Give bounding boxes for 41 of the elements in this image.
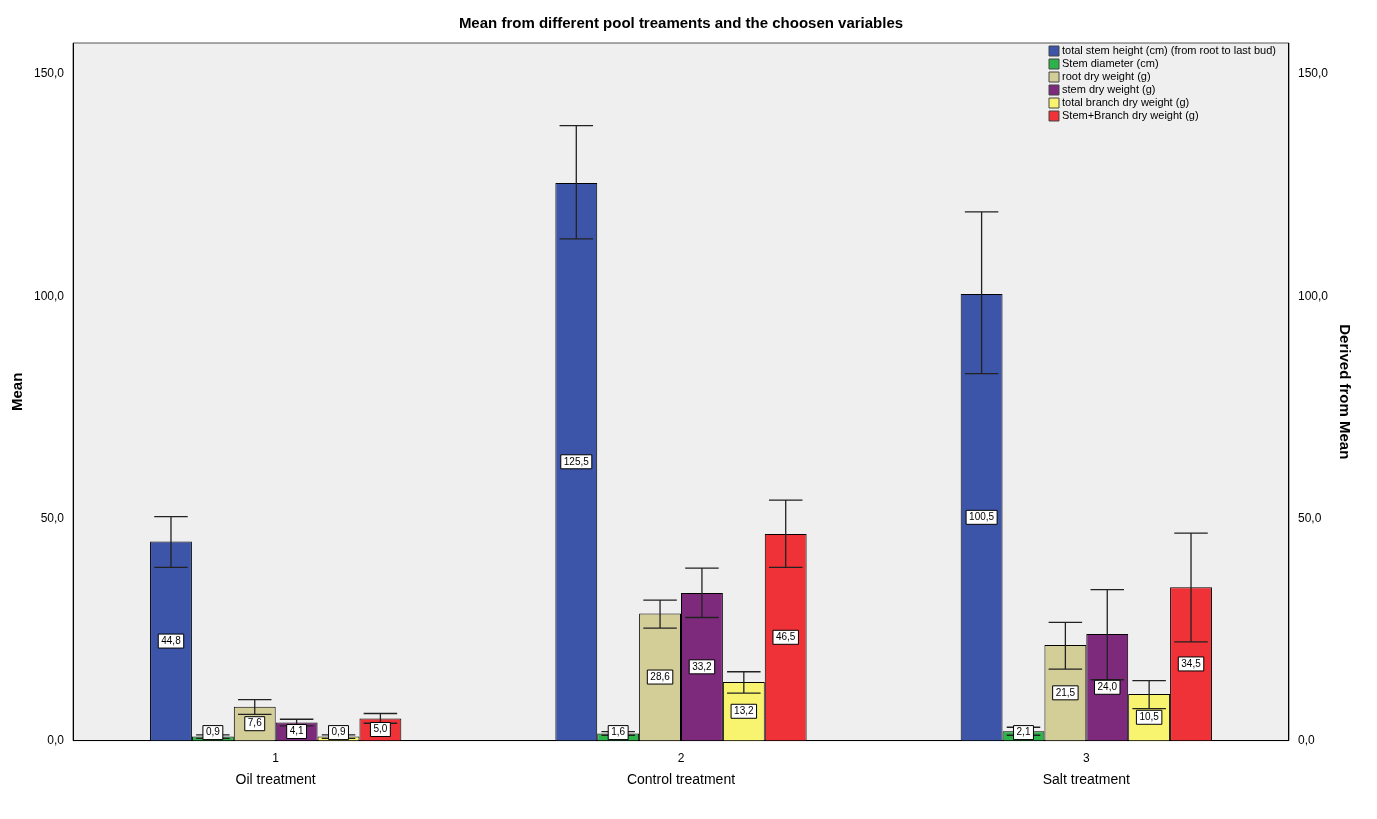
data-label: 28,6 (650, 670, 671, 682)
legend-label: stem dry weight (g) (1062, 83, 1156, 96)
chart-title: Mean from different pool treaments and the choosen variables (458, 14, 904, 32)
data-label: 2,1 (1016, 726, 1031, 738)
data-label: 10,5 (1139, 711, 1160, 723)
data-label: 100,5 (969, 511, 995, 523)
data-label: 13,2 (734, 705, 754, 717)
data-label: 4,1 (289, 725, 305, 737)
data-label: 24,0 (1097, 681, 1118, 693)
y-tick-label: 0,0 (47, 732, 65, 747)
data-label: 0,9 (205, 726, 221, 738)
y2-tick-label: 150,0 (1297, 66, 1329, 81)
data-label: 7,6 (247, 717, 263, 729)
x-tick-label: 2 (677, 751, 685, 766)
data-label: 1,6 (611, 726, 626, 738)
x-tick-label: 3 (1082, 751, 1090, 766)
y2-axis-title: Derived from Mean (1336, 324, 1354, 460)
data-label: 5,0 (373, 723, 388, 735)
y2-tick-label: 0,0 (1297, 732, 1315, 747)
legend-label: Stem+Branch dry weight (g) (1062, 109, 1199, 122)
data-label: 46,5 (775, 631, 796, 643)
text: Oil treatment (235, 771, 316, 788)
y-axis-title: Mean (8, 372, 26, 411)
y2-tick-label: 100,0 (1297, 288, 1329, 303)
legend-label: root dry weight (g) (1062, 70, 1151, 83)
x-tick-label: 1 (272, 751, 280, 766)
legend-label: total branch dry weight (g) (1062, 96, 1190, 109)
text: Salt treatment (1042, 771, 1130, 788)
data-label: 33,2 (692, 660, 713, 672)
data-label: 0,9 (331, 726, 346, 738)
data-label: 21,5 (1055, 686, 1076, 698)
data-label: 34,5 (1181, 657, 1202, 669)
data-label: 125,5 (563, 455, 590, 467)
y2-tick-label: 50,0 (1297, 510, 1322, 525)
y-tick-label: 50,0 (40, 510, 65, 525)
y-tick-label: 100,0 (34, 288, 65, 303)
legend-label: total stem height (cm) (from root to last bud) (1062, 44, 1276, 57)
data-label: 44,8 (161, 634, 182, 646)
y-tick-label: 150,0 (34, 66, 65, 81)
text: Control treatment (626, 771, 736, 788)
legend-label: Stem diameter (cm) (1062, 57, 1159, 70)
